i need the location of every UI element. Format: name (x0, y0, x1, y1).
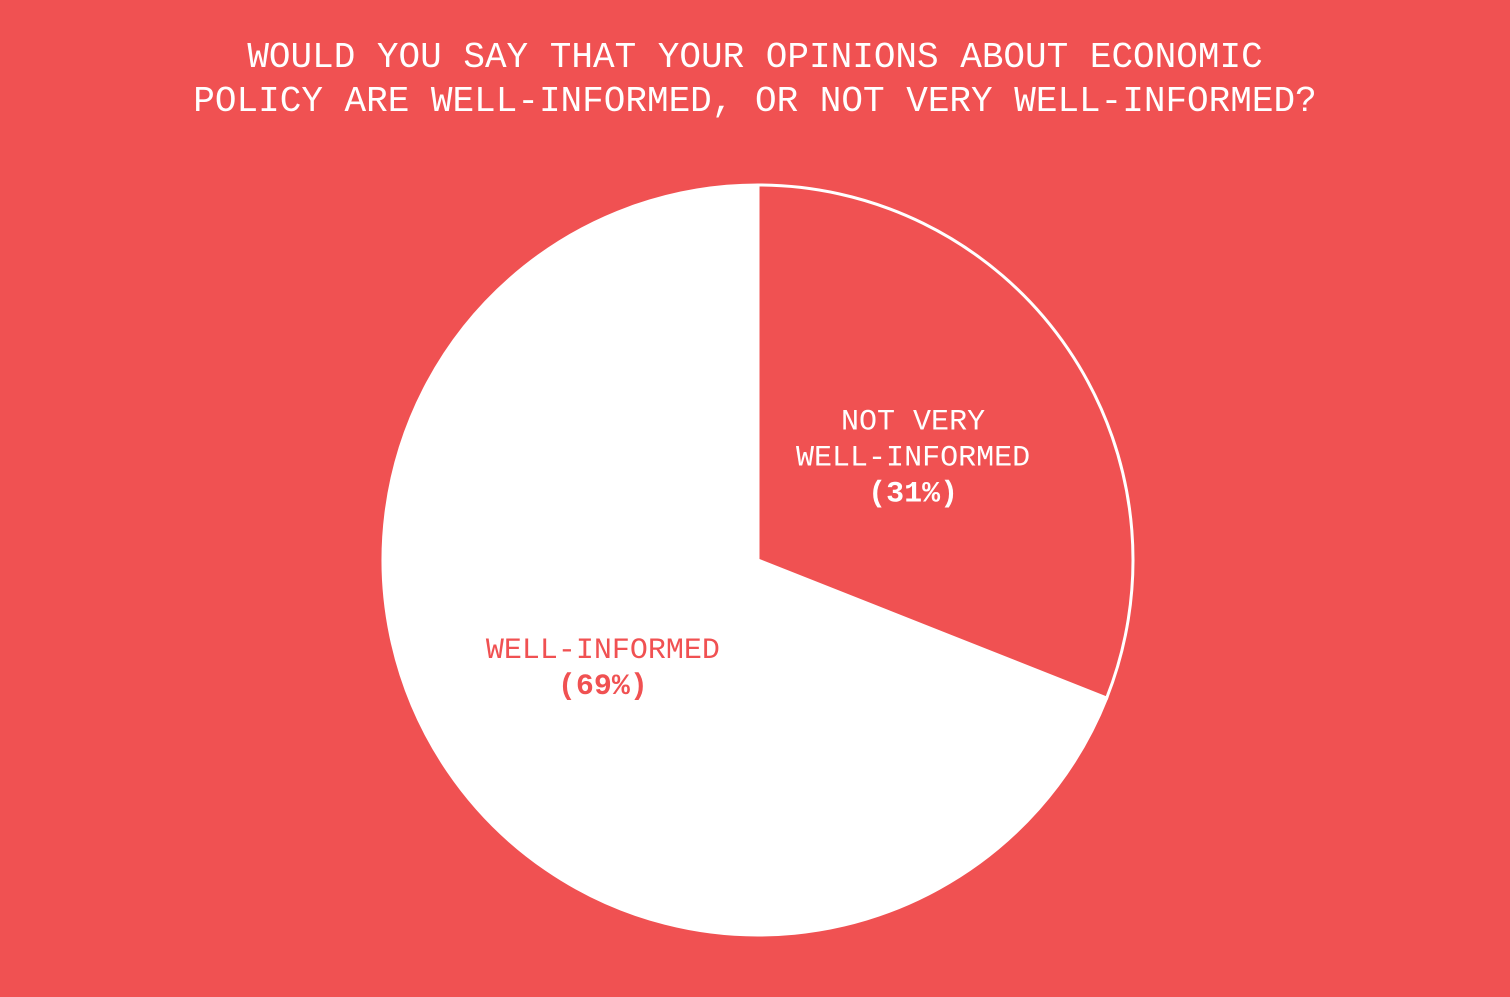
chart-title-line: WOULD YOU SAY THAT YOUR OPINIONS ABOUT E… (247, 37, 1263, 78)
slice-percent-label: (31%) (868, 477, 958, 511)
slice-percent-label: (69%) (558, 670, 648, 704)
chart-title: WOULD YOU SAY THAT YOUR OPINIONS ABOUT E… (0, 36, 1510, 124)
pie-slice (381, 183, 1109, 937)
slice-label: NOT VERY (841, 405, 985, 439)
pie-slice (756, 183, 1135, 700)
chart-title-line: POLICY ARE WELL-INFORMED, OR NOT VERY WE… (193, 81, 1317, 122)
slice-label: WELL-INFORMED (796, 441, 1030, 475)
slice-label: WELL-INFORMED (486, 634, 720, 668)
